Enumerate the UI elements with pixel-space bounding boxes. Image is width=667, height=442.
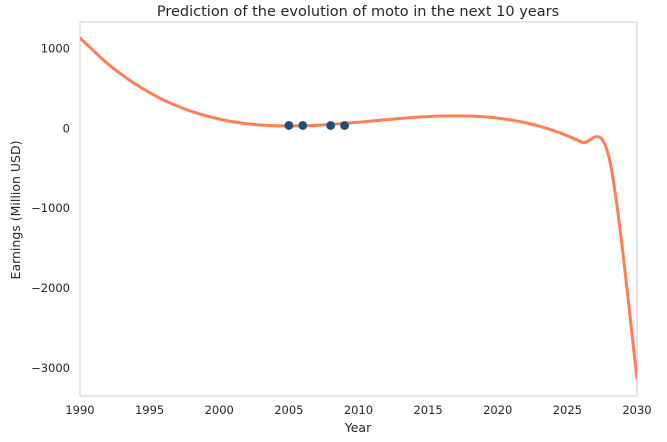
scatter-point: [298, 120, 308, 130]
x-tick-label: 2015: [413, 403, 442, 417]
x-tick-label: 2005: [274, 403, 303, 417]
x-tick-label: 2010: [344, 403, 373, 417]
x-tick-label: 2000: [205, 403, 234, 417]
y-axis-label: Earnings (Million USD): [8, 141, 23, 280]
x-tick-label: 2025: [553, 403, 582, 417]
x-tick-label: 2030: [622, 403, 651, 417]
x-tick-label: 2020: [483, 403, 512, 417]
series-line: [80, 36, 637, 380]
y-tick-label: 0: [63, 121, 70, 135]
scatter-point: [326, 120, 336, 130]
plot-area: [79, 21, 638, 397]
chart-title: Prediction of the evolution of moto in t…: [157, 4, 559, 20]
y-tick-label: 1000: [41, 41, 70, 55]
x-axis-ticks: 1990 1995 2000 2005 2010 2015 2020 2025 2030: [65, 403, 651, 417]
y-axis-ticks: 1000 0 −1000 −2000 −3000: [31, 41, 70, 375]
x-tick-label: 1990: [65, 403, 94, 417]
scatter-point: [284, 120, 294, 130]
x-tick-label: 1995: [135, 403, 164, 417]
x-axis-label: Year: [344, 420, 372, 435]
y-tick-label: −2000: [31, 281, 70, 295]
y-tick-label: −1000: [31, 201, 70, 215]
y-tick-label: −3000: [31, 361, 70, 375]
scatter-point: [340, 120, 350, 130]
plot-frame: [79, 21, 638, 397]
